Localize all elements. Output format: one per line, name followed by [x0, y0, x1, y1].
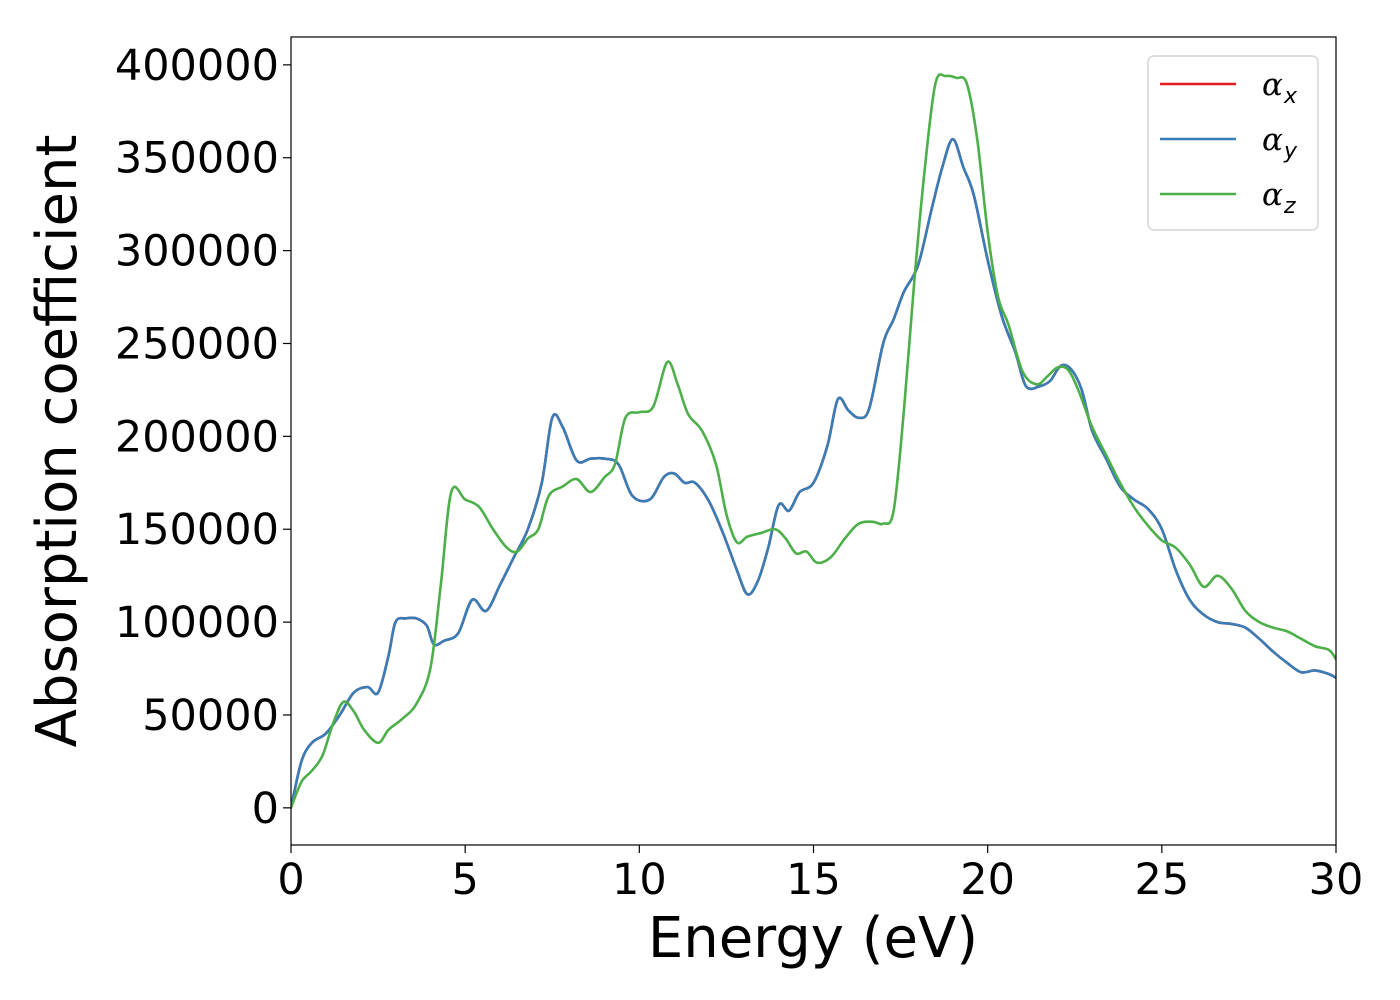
x-tick-label: 10: [612, 855, 667, 905]
series-layer: [291, 73, 1336, 810]
legend-label-symbol: α: [1262, 177, 1283, 213]
legend-label-symbol: α: [1262, 122, 1283, 158]
legend-box: [1147, 55, 1319, 231]
legend: α xα yα z: [1147, 55, 1319, 231]
y-tick-label: 250000: [115, 319, 279, 369]
x-tick-label: 25: [1134, 855, 1189, 905]
legend-label-subscript: x: [1283, 84, 1298, 109]
legend-label-subscript: z: [1283, 194, 1296, 219]
x-axis-label: Energy (eV): [648, 906, 978, 971]
legend-label-symbol: α: [1262, 67, 1283, 103]
y-tick-label: 350000: [115, 134, 279, 184]
x-tick-label: 20: [960, 855, 1015, 905]
y-tick-label: 100000: [115, 598, 279, 648]
x-axis-ticks: 0 5 10 15 20 25 30: [277, 845, 1363, 905]
legend-label-subscript: y: [1283, 139, 1298, 164]
y-tick-label: 300000: [115, 227, 279, 277]
y-tick-label: 200000: [115, 412, 279, 462]
x-tick-label: 5: [451, 855, 478, 905]
x-tick-label: 0: [277, 855, 304, 905]
x-tick-label: 15: [786, 855, 841, 905]
y-tick-label: 0: [252, 784, 279, 834]
x-tick-label: 30: [1309, 855, 1364, 905]
y-axis-label: Absorption coefficient: [25, 135, 90, 748]
y-tick-label: 150000: [115, 505, 279, 555]
y-tick-label: 400000: [115, 41, 279, 91]
series-line-alpha-z: [291, 73, 1336, 810]
y-tick-label: 50000: [142, 691, 279, 741]
series-line-alpha-y: [291, 137, 1336, 810]
y-axis-ticks: 0 50000 100000 150000 200000 250000 300000 3500…: [115, 41, 291, 834]
